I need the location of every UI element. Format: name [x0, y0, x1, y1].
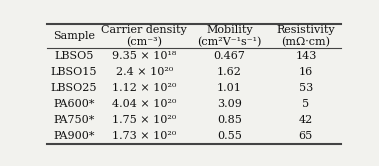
Text: 1.12 × 10²⁰: 1.12 × 10²⁰ [112, 83, 177, 93]
Text: 1.75 × 10²⁰: 1.75 × 10²⁰ [112, 115, 177, 125]
Text: 16: 16 [299, 67, 313, 77]
Text: 9.35 × 10¹⁸: 9.35 × 10¹⁸ [112, 51, 177, 61]
Text: 1.62: 1.62 [217, 67, 242, 77]
Text: Mobility
(cm²V⁻¹s⁻¹): Mobility (cm²V⁻¹s⁻¹) [197, 25, 262, 47]
Text: LBSO25: LBSO25 [50, 83, 97, 93]
Text: Sample: Sample [53, 31, 95, 41]
Text: Resistivity
(mΩ·cm): Resistivity (mΩ·cm) [277, 25, 335, 47]
Text: LBSO15: LBSO15 [50, 67, 97, 77]
Text: Carrier density
(cm⁻³): Carrier density (cm⁻³) [102, 25, 187, 47]
Text: 1.01: 1.01 [217, 83, 242, 93]
Text: 5: 5 [302, 99, 309, 109]
Text: LBSO5: LBSO5 [54, 51, 94, 61]
Text: PA900*: PA900* [53, 131, 94, 141]
Text: 1.73 × 10²⁰: 1.73 × 10²⁰ [112, 131, 177, 141]
Text: 4.04 × 10²⁰: 4.04 × 10²⁰ [112, 99, 177, 109]
Text: 65: 65 [299, 131, 313, 141]
Text: 42: 42 [299, 115, 313, 125]
Text: 0.85: 0.85 [217, 115, 242, 125]
Text: 0.467: 0.467 [213, 51, 246, 61]
Text: PA600*: PA600* [53, 99, 94, 109]
Text: PA750*: PA750* [53, 115, 94, 125]
Text: 53: 53 [299, 83, 313, 93]
Text: 143: 143 [295, 51, 316, 61]
Text: 3.09: 3.09 [217, 99, 242, 109]
Text: 0.55: 0.55 [217, 131, 242, 141]
Text: 2.4 × 10²⁰: 2.4 × 10²⁰ [116, 67, 173, 77]
